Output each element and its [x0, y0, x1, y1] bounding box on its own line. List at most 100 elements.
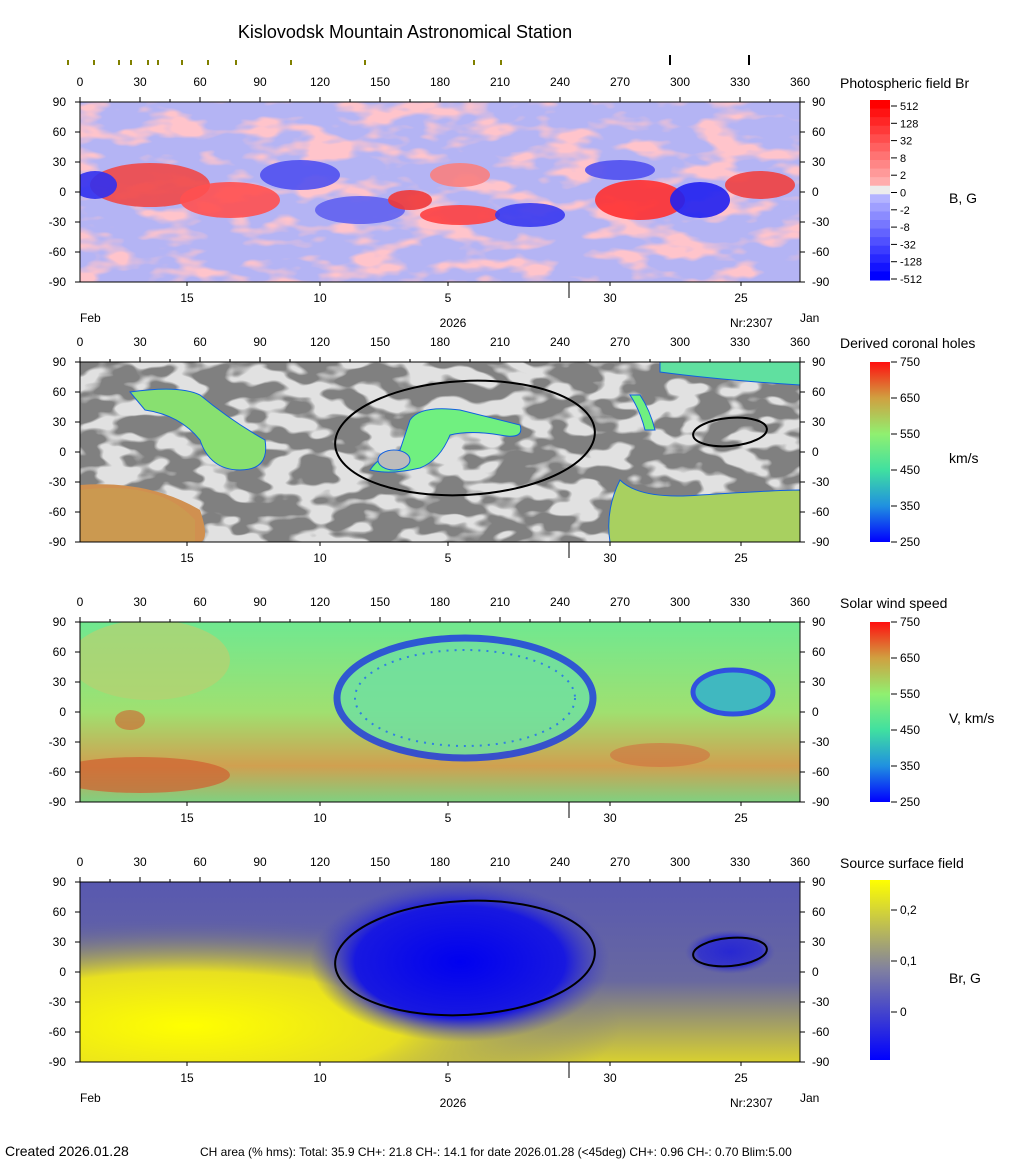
lon-tick-label: 60 [193, 595, 207, 609]
lat-tick-label-left: -90 [49, 1055, 67, 1069]
wind-ring-small [690, 667, 776, 717]
day-tick-label: 25 [734, 1071, 748, 1085]
lat-tick-label-left: 90 [53, 355, 67, 369]
colorbar-tick-label: 0 [900, 1005, 907, 1019]
lat-tick-label-right: -90 [812, 795, 830, 809]
day-tick-label: 30 [603, 811, 617, 825]
lat-tick-label-left: -30 [49, 215, 67, 229]
lon-tick-label: 210 [490, 855, 510, 869]
ch-area-stats: CH area (% hms): Total: 35.9 CH+: 21.8 C… [200, 1145, 792, 1159]
lon-tick-label: 240 [550, 595, 570, 609]
lat-tick-label-right: 90 [812, 355, 826, 369]
lat-tick-label-right: -30 [812, 995, 830, 1009]
colorbar-tick-label: 0 [900, 188, 906, 200]
day-tick-label: 10 [313, 1071, 327, 1085]
lon-tick-label: 180 [430, 595, 450, 609]
created-date: Created 2026.01.28 [5, 1143, 129, 1159]
lat-tick-label-left: -90 [49, 275, 67, 289]
colorbar-step [870, 134, 890, 144]
colorbar-tick-label: 128 [900, 118, 918, 130]
colorbar-title: Solar wind speed [840, 595, 947, 611]
day-tick-label: 15 [180, 291, 194, 305]
lat-tick-label-right: 0 [812, 705, 819, 719]
lon-tick-label: 150 [370, 855, 390, 869]
lon-tick-label: 330 [730, 335, 750, 349]
lon-tick-label: 30 [133, 855, 147, 869]
lon-tick-label: 300 [670, 595, 690, 609]
lon-tick-label: 60 [193, 335, 207, 349]
colorbar-unit: km/s [949, 450, 979, 466]
lon-tick-label: 210 [490, 335, 510, 349]
colorbar-step [870, 160, 890, 170]
day-tick-label: 30 [603, 551, 617, 565]
day-tick-label: 15 [180, 551, 194, 565]
lon-tick-label: 60 [193, 855, 207, 869]
equatorial-band [80, 160, 795, 227]
lon-tick-label: 330 [730, 855, 750, 869]
neutral-line-large [334, 899, 596, 1017]
lon-tick-label: 90 [253, 855, 267, 869]
colorbar-tick-label: 750 [900, 355, 920, 369]
neutral-line-small [692, 936, 768, 968]
colorbar-step [870, 228, 890, 238]
colorbar-step [870, 108, 890, 118]
lon-tick-label: 120 [310, 595, 330, 609]
lat-tick-label-left: -60 [49, 245, 67, 259]
colorbar-step [870, 168, 890, 178]
rotation-number: Nr:2307 [730, 316, 773, 330]
lon-tick-label: 360 [790, 75, 810, 89]
lat-tick-label-left: 60 [53, 385, 67, 399]
lat-tick-label-right: 60 [812, 385, 826, 399]
colorbar-title: Photospheric field Br [840, 75, 970, 91]
colorbar-tick-label: -128 [900, 257, 922, 269]
solar-wind-map [80, 622, 800, 802]
colorbar-step [870, 237, 890, 247]
month-label-right: Jan [800, 311, 819, 325]
colorbar-step [870, 271, 890, 281]
neutral-line-large [334, 379, 596, 497]
lon-tick-label: 120 [310, 75, 330, 89]
colorbar-step [870, 194, 890, 204]
lat-tick-label-left: -30 [49, 475, 67, 489]
lon-tick-label: 30 [133, 595, 147, 609]
lon-tick-label: 300 [670, 855, 690, 869]
lon-tick-label: 60 [193, 75, 207, 89]
lat-tick-label-left: 0 [59, 705, 66, 719]
lon-tick-label: 240 [550, 335, 570, 349]
lat-tick-label-right: 30 [812, 675, 826, 689]
lon-tick-label: 180 [430, 855, 450, 869]
lon-tick-label: 0 [77, 335, 84, 349]
coronal-hole-north-west [129, 388, 267, 471]
month-label-left: Feb [80, 1091, 101, 1105]
lon-tick-label: 360 [790, 595, 810, 609]
colorbar-tick-label: 350 [900, 499, 920, 513]
lon-tick-label: 270 [610, 855, 630, 869]
lat-tick-label-left: 30 [53, 935, 67, 949]
source-surface-map [80, 882, 800, 1062]
lat-tick-label-right: 60 [812, 125, 826, 139]
rotation-number: Nr:2307 [730, 1096, 773, 1110]
day-tick-label: 10 [313, 551, 327, 565]
lat-tick-label-right: -60 [812, 1025, 830, 1039]
colorbar-step [870, 211, 890, 221]
colorbar-photospheric [870, 100, 890, 281]
colorbar-tick-label: 750 [900, 615, 920, 629]
lon-tick-label: 330 [730, 595, 750, 609]
lon-tick-label: 210 [490, 595, 510, 609]
lat-tick-label-right: 90 [812, 875, 826, 889]
lat-tick-label-right: -30 [812, 475, 830, 489]
lat-tick-label-left: -60 [49, 765, 67, 779]
lat-tick-label-left: 60 [53, 645, 67, 659]
lat-tick-label-left: 0 [59, 965, 66, 979]
colorbar-step [870, 202, 890, 212]
lon-tick-label: 180 [430, 75, 450, 89]
lat-tick-label-left: -30 [49, 735, 67, 749]
lat-tick-label-right: -60 [812, 765, 830, 779]
colorbar-unit: Br, G [949, 970, 981, 986]
day-tick-label: 25 [734, 291, 748, 305]
colorbar-step [870, 245, 890, 255]
lat-tick-label-right: 30 [812, 935, 826, 949]
lat-tick-label-right: 0 [812, 965, 819, 979]
lon-tick-label: 150 [370, 595, 390, 609]
